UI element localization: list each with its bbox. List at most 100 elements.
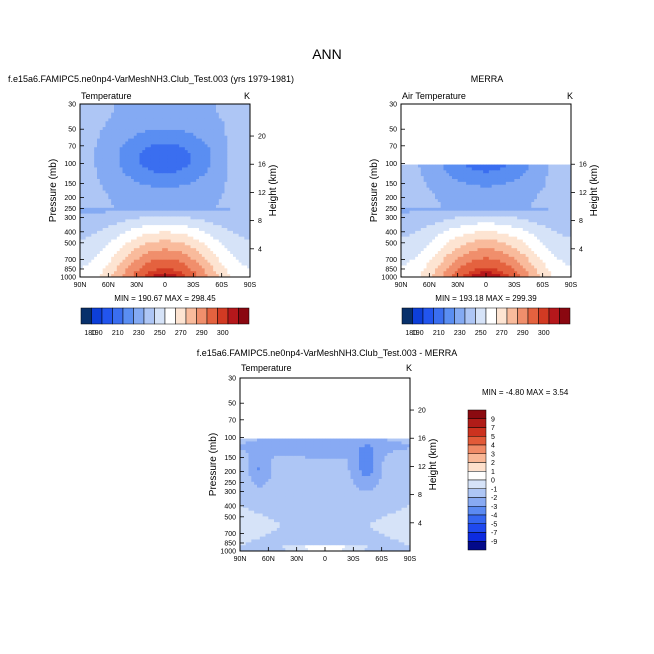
contour-cell	[184, 181, 189, 186]
contour-cell	[409, 245, 413, 249]
contour-cell	[415, 187, 419, 191]
contour-cell	[463, 222, 467, 226]
contour-cell	[182, 210, 186, 214]
contour-cell	[429, 256, 433, 261]
contour-cell	[412, 230, 416, 235]
contour-cell	[244, 104, 248, 108]
contour-cell	[187, 181, 191, 186]
contour-cell	[148, 106, 152, 111]
contour-cell	[139, 138, 143, 142]
contour-cell	[116, 135, 121, 139]
contour-cell	[148, 202, 152, 206]
contour-cell	[97, 161, 101, 165]
contour-cell	[415, 251, 419, 255]
contour-cell	[170, 147, 174, 151]
contour-plot: 3050701001502002503004005007008501000481…	[48, 102, 279, 290]
panel-min-max: MIN = 190.67 MAX = 298.45	[114, 294, 216, 303]
contour-cell	[187, 178, 191, 183]
contour-cell	[216, 173, 220, 177]
contour-cell	[247, 199, 251, 203]
contour-cell	[128, 135, 132, 139]
contour-cell	[170, 187, 174, 191]
contour-cell	[162, 242, 166, 246]
contour-cell	[119, 216, 123, 220]
contour-cell	[136, 193, 140, 197]
contour-cell	[423, 242, 427, 246]
contour-cell	[420, 164, 425, 168]
contour-cell	[241, 109, 245, 114]
contour-cell	[469, 184, 473, 189]
contour-cell	[179, 190, 183, 194]
contour-cell	[230, 236, 234, 240]
contour-cell	[480, 265, 484, 269]
contour-cell	[148, 239, 152, 243]
contour-cell	[116, 184, 121, 189]
contour-cell	[218, 127, 223, 131]
contour-cell	[153, 227, 157, 232]
contour-cell	[432, 245, 436, 249]
contour-cell	[199, 138, 203, 142]
contour-cell	[182, 271, 186, 275]
contour-cell	[483, 222, 487, 226]
contour-cell	[122, 118, 126, 122]
contour-cell	[139, 161, 143, 165]
contour-cell	[221, 129, 225, 134]
contour-cell	[176, 167, 180, 171]
contour-cell	[170, 271, 174, 275]
contour-cell	[221, 230, 225, 235]
contour-cell	[213, 219, 217, 223]
contour-cell	[162, 121, 166, 125]
contour-cell	[406, 259, 410, 263]
contour-cell	[139, 112, 143, 116]
contour-cell	[116, 268, 121, 272]
contour-cell	[108, 161, 112, 165]
contour-cell	[165, 129, 169, 134]
contour-cell	[227, 271, 231, 275]
contour-cell	[128, 153, 132, 157]
contour-cell	[235, 216, 240, 220]
contour-cell	[471, 190, 476, 194]
contour-cell	[182, 164, 186, 168]
contour-cell	[477, 242, 481, 246]
contour-cell	[159, 216, 163, 220]
contour-cell	[207, 109, 211, 114]
contour-cell	[233, 109, 237, 114]
contour-cell	[440, 259, 444, 263]
contour-cell	[170, 124, 174, 128]
contour-cell	[119, 164, 123, 168]
contour-cell	[207, 233, 211, 238]
contour-cell	[131, 106, 135, 111]
contour-cell	[401, 199, 405, 203]
contour-cell	[116, 167, 121, 171]
contour-cell	[235, 204, 240, 209]
contour-cell	[241, 147, 245, 151]
contour-cell	[187, 216, 191, 220]
contour-cell	[449, 253, 453, 258]
contour-cell	[133, 161, 138, 165]
contour-cell	[167, 112, 172, 116]
contour-cell	[238, 253, 242, 258]
contour-cell	[82, 274, 87, 278]
contour-cell	[133, 141, 138, 145]
contour-cell	[460, 181, 464, 186]
contour-cell	[409, 193, 413, 197]
contour-cell	[190, 132, 194, 137]
contour-cell	[477, 253, 481, 258]
x-tick-label: 30S	[187, 282, 200, 289]
contour-cell	[176, 132, 180, 137]
contour-cell	[167, 262, 172, 266]
contour-cell	[420, 262, 425, 266]
contour-cell	[128, 150, 132, 154]
contour-cell	[204, 106, 208, 111]
contour-cell	[483, 239, 487, 243]
contour-cell	[94, 173, 98, 177]
contour-cell	[145, 144, 149, 148]
contour-cell	[474, 216, 478, 220]
contour-cell	[446, 222, 450, 226]
contour-cell	[409, 233, 413, 238]
contour-cell	[122, 216, 126, 220]
contour-cell	[486, 253, 490, 258]
contour-cell	[88, 204, 92, 209]
contour-cell	[469, 213, 473, 217]
contour-cell	[210, 124, 214, 128]
